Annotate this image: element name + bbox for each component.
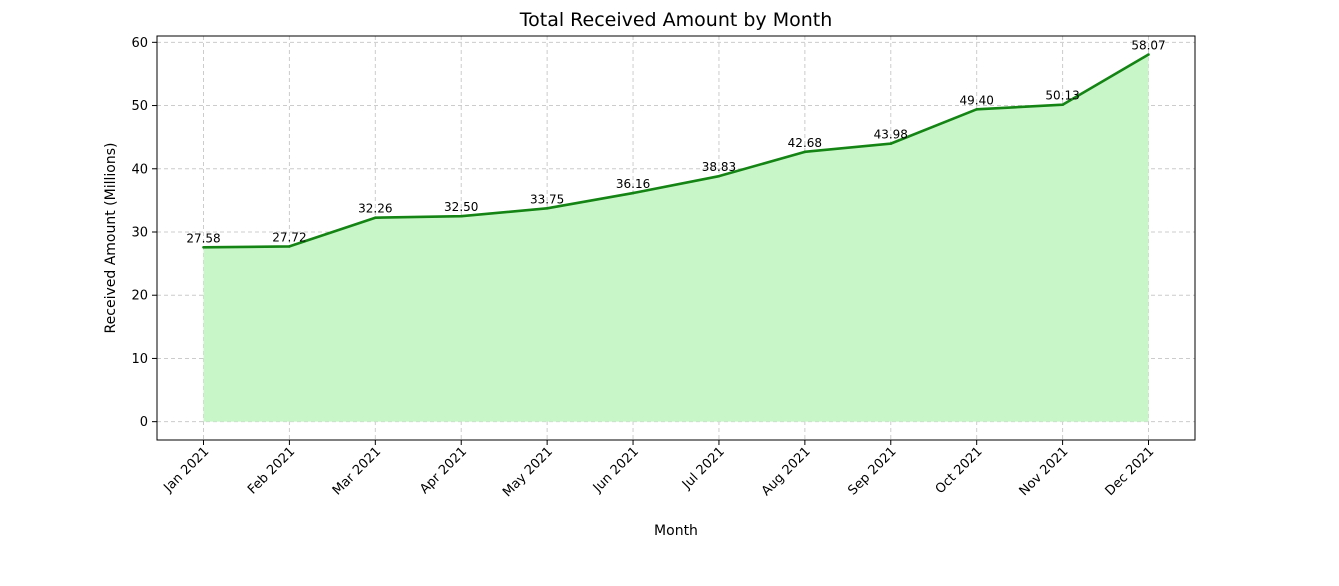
data-label: 58.07 [1131,39,1165,53]
data-point [1061,103,1064,107]
data-point [288,245,291,248]
y-tick-label: 30 [131,225,148,240]
data-label: 33.75 [530,192,564,206]
x-tick-label: Apr 2021 [417,444,470,497]
y-axis: 0 10 20 30 40 50 60 [131,36,157,430]
y-tick-label: 40 [131,162,148,177]
y-tick-label: 20 [131,289,148,304]
data-label: 49.40 [960,93,994,107]
data-point [1147,53,1150,56]
x-axis: Jan 2021 Feb 2021 Mar 2021 Apr 2021 May 2021… [161,440,1158,500]
plot-frame [156,35,1196,441]
y-tick-label: 60 [131,36,148,51]
data-point [459,214,463,218]
x-tick-label: Aug 2021 [759,444,814,499]
data-label: 27.58 [186,231,220,245]
x-tick-label: Dec 2021 [1103,444,1158,499]
x-tick-label: Feb 2021 [245,444,298,497]
chart-title: Total Received Amount by Month [519,9,833,31]
series-line [203,53,1150,249]
y-axis-label: Received Amount (Millions) [103,143,119,334]
x-tick-label: Sep 2021 [845,444,899,498]
data-label: 38.83 [702,160,736,174]
data-point [202,245,205,249]
y-tick-label: 0 [140,415,148,430]
y-tick-label: 50 [131,99,148,114]
data-point [803,150,807,154]
x-tick-label: Nov 2021 [1017,444,1072,499]
x-tick-label: Mar 2021 [330,444,384,498]
data-point [545,206,549,210]
data-label: 50.13 [1045,89,1079,103]
data-point [889,142,893,145]
x-axis-label: Month [654,523,698,539]
y-tick-label: 10 [131,352,148,367]
data-point [975,108,978,111]
data-label: 32.26 [358,202,392,216]
data-label: 43.98 [874,128,908,142]
data-label: 32.50 [444,200,478,214]
x-tick-label: Jan 2021 [161,444,213,496]
data-labels: 27.58 27.72 32.26 32.50 33.75 36.16 38.83 42.68… [186,39,1165,246]
x-tick-label: Jun 2021 [590,444,642,496]
data-label: 42.68 [788,136,822,150]
data-point [374,216,377,220]
x-tick-label: Oct 2021 [933,444,986,497]
data-point [717,174,721,178]
data-label: 36.16 [616,177,650,191]
area-fill [203,54,1149,422]
x-tick-label: May 2021 [500,444,556,500]
data-point [631,191,635,195]
area-layer [202,53,1150,422]
data-label: 27.72 [272,230,306,244]
x-tick-label: Jul 2021 [679,444,728,493]
